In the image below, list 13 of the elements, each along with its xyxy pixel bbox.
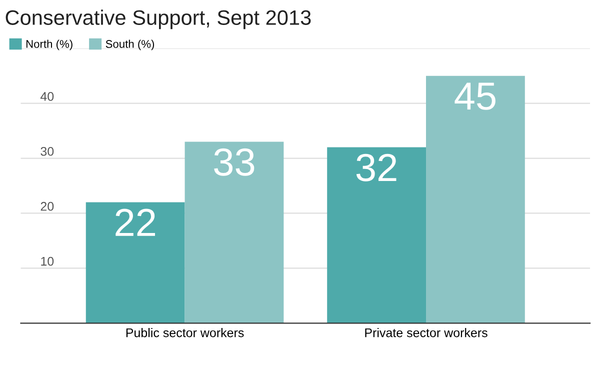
chart-title: Conservative Support, Sept 2013 bbox=[6, 10, 311, 30]
x-tick-label: Private sector workers bbox=[365, 328, 488, 338]
y-tick-label: 20 bbox=[40, 202, 54, 211]
data-label: 32 bbox=[356, 154, 396, 182]
y-tick-label: 40 bbox=[40, 92, 54, 101]
y-tick-label: 30 bbox=[40, 146, 54, 156]
legend-label: South (%) bbox=[106, 40, 154, 50]
data-label: 22 bbox=[116, 208, 156, 236]
legend-label: North (%) bbox=[26, 40, 72, 50]
y-tick-label: 10 bbox=[41, 256, 54, 266]
data-label: 45 bbox=[454, 82, 496, 110]
data-label: 33 bbox=[214, 148, 254, 176]
x-tick-label: Public sector workers bbox=[126, 328, 244, 338]
